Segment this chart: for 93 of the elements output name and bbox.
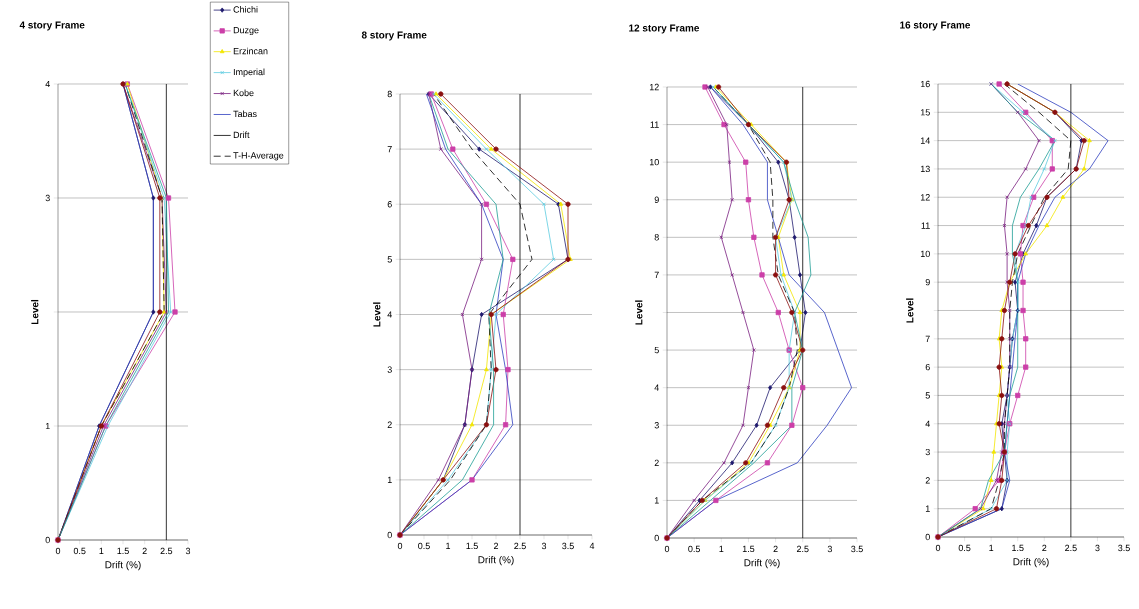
y-tick-label: 0 bbox=[925, 533, 930, 541]
y-tick-label: 7 bbox=[387, 146, 392, 153]
y-tick-label: 5 bbox=[925, 392, 930, 399]
x-tick-label: 1 bbox=[99, 547, 104, 554]
y-tick-label: 10 bbox=[649, 158, 659, 166]
x-tick-label: 3 bbox=[1095, 544, 1100, 552]
x-tick-label: 2.5 bbox=[514, 542, 526, 550]
x-tick-label: 0 bbox=[664, 545, 670, 553]
x-tick-label: 1.5 bbox=[117, 547, 129, 555]
x-tick-label: 0 bbox=[397, 542, 403, 550]
x-axis-title: Drift (%) bbox=[478, 555, 514, 566]
y-tick-label: 11 bbox=[921, 222, 930, 229]
y-tick-label: 1 bbox=[654, 497, 659, 504]
y-tick-label: 3 bbox=[387, 366, 392, 373]
x-tick-label: 3 bbox=[541, 542, 547, 550]
x-tick-label: 2.5 bbox=[160, 547, 173, 555]
chart-title: 4 story Frame bbox=[19, 21, 85, 31]
x-axis-title: Drift (%) bbox=[105, 560, 141, 571]
chart-title: 16 story Frame bbox=[900, 21, 971, 31]
chart-title: 8 story Frame bbox=[361, 31, 427, 41]
x-tick-label: 3 bbox=[185, 547, 191, 555]
y-tick-label: 12 bbox=[649, 83, 659, 91]
y-tick-label: 4 bbox=[387, 311, 392, 318]
legend-label: Imperial bbox=[233, 68, 265, 77]
y-tick-label: 5 bbox=[387, 256, 392, 263]
y-tick-label: 1 bbox=[45, 422, 50, 430]
legend-label: Erzincan bbox=[233, 47, 268, 55]
x-tick-label: 2 bbox=[773, 545, 778, 553]
y-tick-label: 4 bbox=[45, 80, 50, 88]
x-tick-label: 3 bbox=[827, 545, 832, 553]
y-axis-title: Level bbox=[635, 300, 643, 325]
x-tick-label: 0 bbox=[55, 547, 61, 555]
legend-label: T-H-Average bbox=[233, 152, 284, 161]
y-tick-label: 9 bbox=[654, 196, 659, 203]
legend-label: Drift bbox=[233, 131, 250, 138]
y-axis-title: Level bbox=[373, 302, 381, 327]
x-tick-label: 0.5 bbox=[958, 544, 971, 552]
legend-label: Tabas bbox=[233, 110, 257, 118]
y-axis-title: Level bbox=[906, 298, 914, 323]
y-tick-label: 2 bbox=[925, 477, 930, 484]
x-tick-label: 0.5 bbox=[688, 545, 701, 553]
legend-label: Duzge bbox=[233, 27, 259, 36]
y-tick-label: 0 bbox=[45, 536, 50, 544]
y-tick-label: 6 bbox=[925, 363, 930, 371]
y-tick-label: 8 bbox=[654, 234, 659, 241]
x-tick-label: 0 bbox=[935, 544, 941, 552]
x-tick-label: 3.5 bbox=[562, 542, 574, 550]
x-tick-label: 3.5 bbox=[1118, 544, 1130, 552]
y-tick-label: 1 bbox=[387, 476, 392, 483]
y-tick-label: 3 bbox=[45, 194, 50, 202]
legend-label: Chichi bbox=[233, 6, 258, 13]
y-tick-label: 5 bbox=[654, 346, 659, 354]
x-axis-title: Drift (%) bbox=[744, 558, 780, 569]
legend-label: Kobe bbox=[233, 89, 254, 97]
y-tick-label: 11 bbox=[650, 121, 659, 128]
y-tick-label: 0 bbox=[654, 534, 659, 542]
y-tick-label: 10 bbox=[920, 250, 930, 258]
y-tick-label: 12 bbox=[920, 194, 930, 201]
y-tick-label: 14 bbox=[920, 137, 930, 144]
y-tick-label: 2 bbox=[387, 421, 392, 428]
x-tick-label: 2 bbox=[142, 547, 147, 555]
y-tick-label: 8 bbox=[387, 90, 392, 98]
y-tick-label: 6 bbox=[387, 201, 392, 208]
x-tick-label: 3.5 bbox=[851, 545, 863, 553]
y-tick-label: 1 bbox=[925, 505, 930, 512]
x-tick-label: 1 bbox=[446, 542, 451, 549]
y-tick-label: 0 bbox=[387, 531, 392, 539]
x-tick-label: 0.5 bbox=[418, 542, 430, 550]
x-tick-label: 1.5 bbox=[1012, 544, 1024, 552]
x-tick-label: 1 bbox=[719, 545, 724, 552]
y-tick-label: 4 bbox=[654, 384, 659, 391]
y-tick-label: 9 bbox=[925, 279, 930, 286]
y-tick-label: 7 bbox=[925, 335, 930, 342]
x-axis-title: Drift (%) bbox=[1013, 557, 1049, 568]
y-tick-label: 16 bbox=[920, 80, 930, 88]
x-tick-label: 1.5 bbox=[466, 542, 478, 550]
y-tick-label: 13 bbox=[920, 165, 930, 173]
y-tick-label: 7 bbox=[654, 271, 659, 278]
y-axis-title: Level bbox=[31, 299, 39, 325]
y-tick-label: 15 bbox=[920, 109, 930, 116]
x-tick-label: 2 bbox=[1042, 544, 1047, 552]
x-tick-label: 4 bbox=[589, 542, 595, 549]
x-tick-label: 2 bbox=[493, 542, 499, 550]
x-tick-label: 1 bbox=[989, 544, 994, 551]
x-tick-label: 2.5 bbox=[796, 545, 809, 553]
x-tick-label: 1.5 bbox=[742, 545, 755, 553]
y-tick-label: 3 bbox=[654, 422, 659, 429]
x-tick-label: 2.5 bbox=[1065, 544, 1077, 552]
y-tick-label: 2 bbox=[654, 459, 659, 466]
x-tick-label: 0.5 bbox=[73, 547, 86, 555]
chart-title: 12 story Frame bbox=[629, 24, 700, 34]
y-tick-label: 3 bbox=[925, 448, 930, 456]
y-tick-label: 4 bbox=[925, 420, 930, 427]
